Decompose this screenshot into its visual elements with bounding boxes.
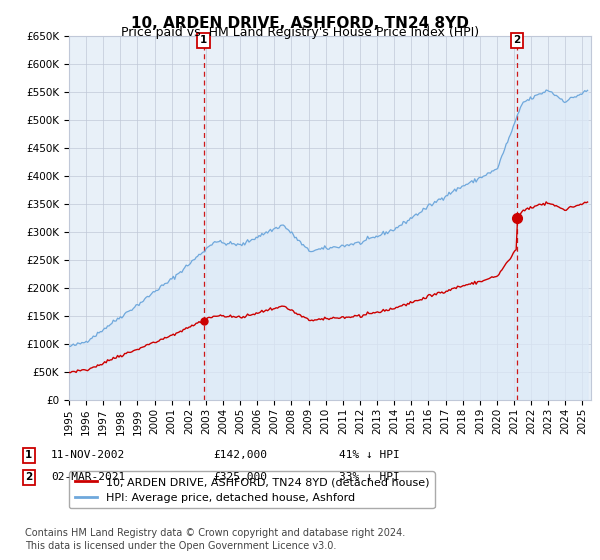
Text: 1: 1 [25, 450, 32, 460]
Text: £142,000: £142,000 [213, 450, 267, 460]
Text: £325,000: £325,000 [213, 472, 267, 482]
Text: 10, ARDEN DRIVE, ASHFORD, TN24 8YD: 10, ARDEN DRIVE, ASHFORD, TN24 8YD [131, 16, 469, 31]
Text: 41% ↓ HPI: 41% ↓ HPI [339, 450, 400, 460]
Text: Price paid vs. HM Land Registry's House Price Index (HPI): Price paid vs. HM Land Registry's House … [121, 26, 479, 39]
Legend: 10, ARDEN DRIVE, ASHFORD, TN24 8YD (detached house), HPI: Average price, detache: 10, ARDEN DRIVE, ASHFORD, TN24 8YD (deta… [69, 472, 435, 508]
Text: 1: 1 [200, 35, 208, 45]
Text: 02-MAR-2021: 02-MAR-2021 [51, 472, 125, 482]
Text: 2: 2 [25, 472, 32, 482]
Text: 11-NOV-2002: 11-NOV-2002 [51, 450, 125, 460]
Text: 2: 2 [513, 35, 521, 45]
Text: 33% ↓ HPI: 33% ↓ HPI [339, 472, 400, 482]
Text: Contains HM Land Registry data © Crown copyright and database right 2024.
This d: Contains HM Land Registry data © Crown c… [25, 528, 406, 551]
